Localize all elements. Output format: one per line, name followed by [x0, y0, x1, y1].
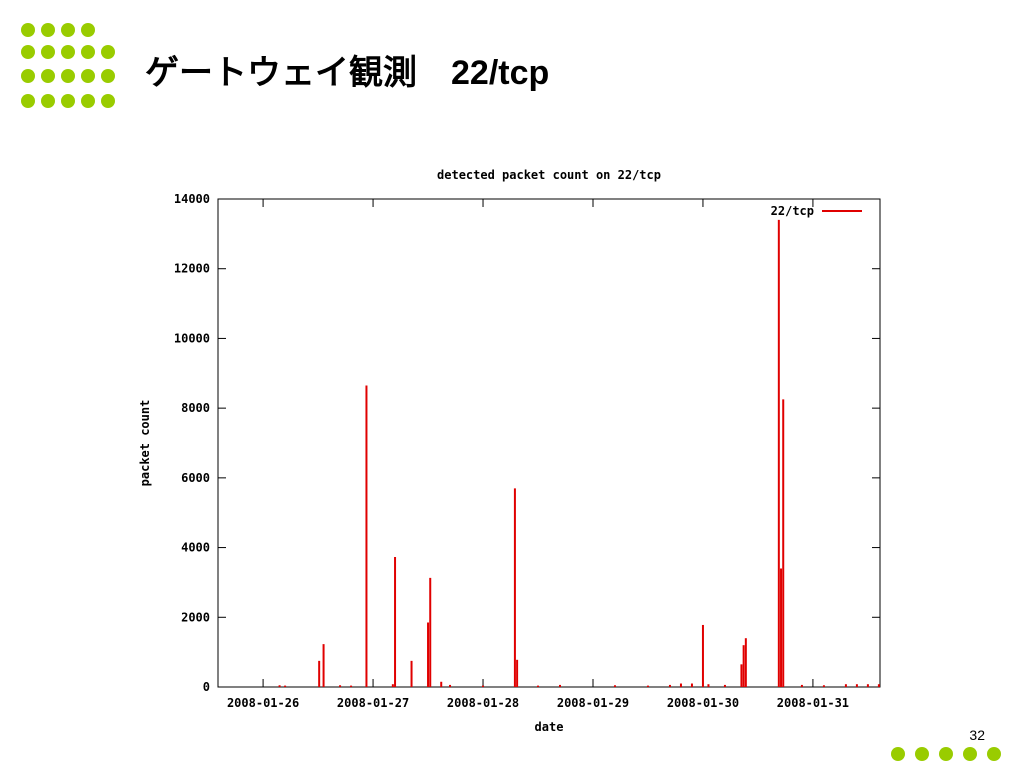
decoration-dots [21, 23, 1001, 761]
x-tick-label: 2008-01-27 [337, 696, 409, 710]
y-axis-label: packet count [138, 400, 152, 487]
y-tick-label: 12000 [174, 262, 210, 276]
x-tick-label: 2008-01-29 [557, 696, 629, 710]
legend-label: 22/tcp [771, 204, 814, 218]
x-tick-label: 2008-01-31 [777, 696, 849, 710]
x-tick-label: 2008-01-28 [447, 696, 519, 710]
chart-title: detected packet count on 22/tcp [437, 168, 661, 182]
y-tick-label: 6000 [181, 471, 210, 485]
x-tick-label: 2008-01-30 [667, 696, 739, 710]
y-tick-label: 14000 [174, 192, 210, 206]
y-tick-label: 8000 [181, 401, 210, 415]
y-tick-label: 4000 [181, 541, 210, 555]
x-axis-label: date [535, 720, 564, 734]
slide-title: ゲートウェイ観測 22/tcp [145, 54, 549, 92]
y-tick-label: 0 [203, 680, 210, 694]
page-number: 32 [969, 727, 985, 743]
y-tick-label: 10000 [174, 331, 210, 345]
x-tick-label: 2008-01-26 [227, 696, 299, 710]
plot-frame [217, 198, 881, 688]
y-tick-label: 2000 [181, 610, 210, 624]
